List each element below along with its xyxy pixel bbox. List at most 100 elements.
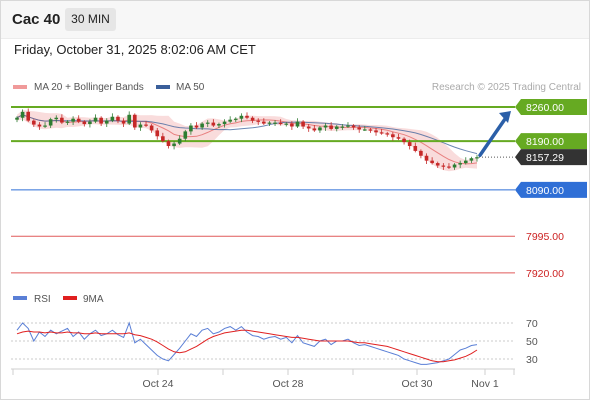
candle <box>284 122 289 127</box>
candlesticks <box>15 108 479 170</box>
level-label: 8260.00 <box>526 102 564 114</box>
rsi-legend-swatch <box>13 296 27 300</box>
ma20-legend-swatch <box>13 85 27 89</box>
level-label: 8090.00 <box>526 185 564 197</box>
candle <box>99 116 103 127</box>
candle <box>441 163 446 170</box>
candle <box>116 115 120 124</box>
level-label-box <box>515 181 587 198</box>
candle <box>82 120 87 127</box>
candle <box>127 111 131 126</box>
candle <box>222 119 227 128</box>
candle <box>161 132 165 143</box>
candle <box>278 119 283 126</box>
candle <box>93 114 98 124</box>
candle <box>189 123 193 135</box>
candle <box>323 123 328 131</box>
ma20-legend-label: MA 20 + Bollinger Bands <box>34 82 144 93</box>
x-tick-label: Nov 1 <box>471 378 499 390</box>
candle <box>368 127 373 133</box>
candle <box>194 122 199 129</box>
x-tick-label: Oct 24 <box>143 378 174 390</box>
candle <box>76 115 81 124</box>
chart-header: Cac 40 30 MIN <box>1 1 589 39</box>
candle <box>121 118 126 127</box>
candle <box>295 118 300 128</box>
candle <box>413 142 418 153</box>
rsi-tick-label: 70 <box>526 318 538 330</box>
rsi-tick-label: 30 <box>526 354 538 366</box>
candle <box>104 118 109 127</box>
candle <box>424 153 429 165</box>
candle <box>267 121 272 127</box>
rsi-ma-line <box>16 329 478 363</box>
candle <box>200 122 204 130</box>
candle <box>149 124 154 133</box>
chart-timestamp: Friday, October 31, 2025 8:02:06 AM CET <box>14 42 256 57</box>
candle <box>110 113 115 123</box>
candle <box>138 122 143 131</box>
candle <box>357 125 361 133</box>
rsi-panel: 70 50 30 <box>11 318 538 366</box>
symbol-title: Cac 40 <box>12 11 61 28</box>
candle <box>363 126 367 131</box>
timeframe-button[interactable]: 30 MIN <box>65 8 116 31</box>
level-label: 8157.29 <box>526 152 564 164</box>
candle <box>71 116 75 126</box>
candle <box>290 121 294 130</box>
candle <box>205 120 210 127</box>
target-arrow-head <box>499 111 511 123</box>
candle <box>273 120 277 127</box>
candle <box>144 121 148 127</box>
candle <box>166 139 171 149</box>
candle <box>452 163 457 170</box>
candle <box>435 161 440 168</box>
candle <box>155 127 160 140</box>
candle <box>65 120 70 126</box>
level-label: 7995.00 <box>526 231 564 243</box>
ma50-legend-swatch <box>156 85 170 89</box>
level-label: 8190.00 <box>526 136 564 148</box>
candle <box>475 154 479 162</box>
target-arrow <box>478 111 511 157</box>
candle <box>379 128 384 135</box>
candle <box>26 108 31 123</box>
candle <box>306 124 311 132</box>
candle <box>312 125 317 132</box>
rsi-ma-legend-label: 9MA <box>83 294 104 305</box>
candle <box>183 129 188 142</box>
ma50-legend-label: MA 50 <box>176 82 205 93</box>
candle <box>133 113 137 130</box>
level-labels: 8260.00 8190.00 8157.29 8090.00 7995.00 7920.… <box>515 99 587 280</box>
candle <box>177 135 182 146</box>
rsi-tick-label: 50 <box>526 336 538 348</box>
candle <box>256 118 261 126</box>
candle <box>346 122 350 128</box>
bollinger-band-area <box>17 110 477 172</box>
watermark: Research © 2025 Trading Central <box>432 82 581 93</box>
candle <box>385 131 390 137</box>
candle <box>402 137 406 145</box>
x-tick-label: Oct 30 <box>402 378 433 390</box>
level-label: 7920.00 <box>526 268 564 280</box>
ma50-line <box>16 114 478 155</box>
level-label-box <box>515 133 587 150</box>
candle <box>228 116 232 124</box>
candle <box>211 119 216 127</box>
candle <box>391 131 395 141</box>
candle <box>407 139 412 150</box>
candle <box>60 114 64 125</box>
candle <box>463 157 468 165</box>
candle <box>430 157 434 165</box>
rsi-legend-label: RSI <box>34 294 51 305</box>
candle <box>239 113 244 123</box>
price-levels <box>11 106 515 274</box>
candle <box>262 118 266 126</box>
candle <box>250 116 255 124</box>
candle <box>351 124 356 130</box>
candle <box>88 119 92 128</box>
candle <box>217 122 221 128</box>
bollinger-bands <box>17 110 477 172</box>
candle <box>396 133 401 141</box>
